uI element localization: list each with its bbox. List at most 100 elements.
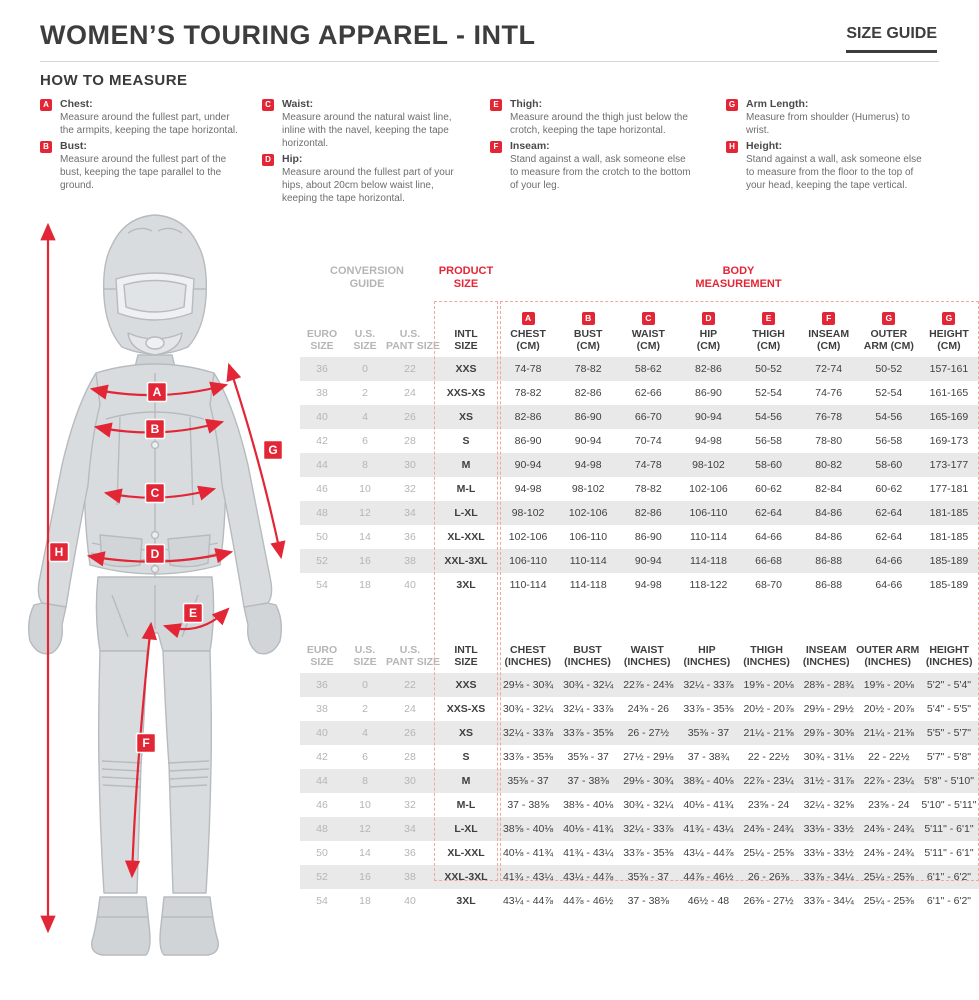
column-header-line: (CM) — [756, 340, 781, 353]
table-cell: 33⅞ - 35⅜ — [502, 751, 554, 763]
table-cell: 84-86 — [815, 531, 843, 543]
table-cell: 86-90 — [695, 387, 722, 399]
table-cell: 66-70 — [634, 411, 662, 423]
column-header-line: OUTER ARM — [856, 643, 920, 656]
table-cell: 90-94 — [574, 435, 602, 447]
table-cell: 5'7" - 5'8" — [926, 751, 972, 763]
svg-text:A: A — [153, 385, 162, 399]
cm-size-table: EURO SIZE U.S. SIZE U.S. PANT SIZE INTL SIZE A CH… — [300, 301, 979, 597]
table-cell: 35⅜ - 37 — [507, 775, 549, 787]
table-cell: 33⅞ - 35⅝ — [563, 727, 614, 739]
column-header: U.S. SIZE — [344, 328, 386, 353]
table-cell: 66-68 — [755, 555, 782, 567]
table-cell: XXL-3XL — [444, 871, 488, 883]
table-cell: 2 — [362, 387, 368, 399]
table-cell: 38 — [316, 703, 328, 715]
figure-badge-d: D — [144, 543, 166, 565]
column-header-line: (CM) — [817, 340, 841, 353]
table-cell: 82-86 — [574, 387, 602, 399]
measure-item-name: Waist: — [282, 98, 314, 110]
column-letter-badge: G — [882, 311, 896, 325]
table-cell: 27½ - 29⅛ — [623, 751, 674, 763]
table-cell: 34 — [404, 507, 416, 519]
column-header: U.S. SIZE — [344, 644, 386, 669]
table-cell: 90-94 — [634, 555, 662, 567]
table-cell: 30 — [404, 775, 416, 787]
table-cell: 40 — [316, 727, 328, 739]
table-cell: 25¼ - 25⅝ — [743, 847, 794, 859]
table-cell: XXL-3XL — [444, 555, 488, 567]
table-cell: 26 — [404, 411, 416, 423]
measure-item-text: Measure around the natural waist line, i… — [282, 112, 452, 150]
table-cell: 48 — [316, 507, 328, 519]
table-cell: 37 - 38⅜ — [627, 895, 670, 907]
size-guide-label: SIZE GUIDE — [846, 25, 937, 53]
table-cell: 110-114 — [569, 555, 607, 567]
table-cell: 12 — [359, 507, 371, 519]
table-row: 40 4 26 XS 82-86 86-90 66-70 90-94 54-56 76-78 54-… — [300, 405, 979, 429]
column-letter-badge: E — [762, 311, 776, 325]
table-cell: 43¼ - 44⅞ — [683, 847, 734, 859]
table-cell: 22 - 22½ — [868, 751, 910, 763]
table-cell: 18 — [359, 579, 371, 591]
measure-column: G Arm Length: Measure from shoulder (Humer… — [726, 98, 945, 208]
table-cell: 10 — [359, 483, 371, 495]
column-header-line: (CM) — [696, 340, 721, 353]
measure-item-name: Arm Length: — [746, 98, 809, 110]
table-cell: 94-98 — [514, 483, 542, 495]
table-cell: 25¼ - 25⅜ — [863, 895, 914, 907]
measure-item-text: Measure around the fullest part, under t… — [60, 112, 238, 137]
svg-text:D: D — [151, 547, 160, 561]
table-cell: 181-185 — [929, 507, 969, 519]
table-cell: 23⅝ - 24 — [747, 799, 790, 811]
table-cell: XXS — [455, 363, 477, 375]
thigh-arrow — [162, 607, 230, 638]
table-cell: 37 - 38⅝ — [507, 799, 549, 811]
column-header-line: HIP — [698, 643, 716, 656]
table-row: 54 18 40 3XL 43¼ - 44⅞ 44⅞ - 46½ 37 - 38⅜ 46½ -… — [300, 889, 979, 913]
table-cell: 43¼ - 44⅞ — [502, 895, 554, 907]
column-header-line: CHEST — [510, 327, 546, 340]
table-cell: 62-64 — [755, 507, 782, 519]
table-row: 40 4 26 XS 32¼ - 33⅞ 33⅞ - 35⅝ 26 - 27½ 35⅜ - 3… — [300, 721, 979, 745]
column-header-line: INSEAM — [808, 327, 850, 340]
table-cell: 6'1" - 6'2" — [926, 895, 972, 907]
header-divider — [40, 61, 939, 62]
table-cell: 46 — [316, 799, 328, 811]
body-art — [27, 214, 283, 956]
column-header: C WAIST (CM) — [618, 311, 678, 353]
measure-item: D Hip: Measure around the fullest part of … — [262, 153, 490, 207]
table-cell: 44 — [316, 459, 328, 471]
table-cell: 64-66 — [875, 579, 903, 591]
table-cell: XL-XXL — [447, 531, 485, 543]
measure-column: E Thigh: Measure around the thigh just bel… — [490, 98, 726, 208]
measure-item-body: Hip: Measure around the fullest part of y… — [282, 153, 467, 207]
table-cell: 35⅜ - 37 — [627, 871, 670, 883]
table-row: 54 18 40 3XL 110-114 114-118 94-98 118-122 68-70… — [300, 573, 979, 597]
helmet — [102, 214, 208, 356]
body-measurement-header: BODY MEASUREMENT — [695, 265, 782, 291]
table-cell: 169-173 — [929, 435, 969, 447]
table-cell: 20½ - 20⅞ — [863, 703, 914, 715]
table-cell: 54-56 — [755, 411, 782, 423]
table-cell: 52 — [316, 871, 328, 883]
column-header-line: (INCHES) — [925, 656, 973, 669]
table-cell: 118-122 — [689, 579, 728, 591]
table-cell: 62-64 — [875, 507, 903, 519]
table-cell: 165-169 — [929, 411, 969, 423]
table-cell: 82-86 — [695, 363, 722, 375]
figure-badge-e: E — [182, 602, 204, 624]
measure-item-body: Height: Stand against a wall, ask someone… — [746, 140, 931, 194]
table-cell: 50 — [316, 531, 328, 543]
column-header: THIGH (INCHES) — [737, 644, 797, 669]
measure-item-body: Bust: Measure around the fullest part of … — [60, 140, 245, 194]
table-cell: 4 — [362, 727, 368, 739]
table-cell: 52 — [316, 555, 328, 567]
table-row: 48 12 34 L-XL 38⅝ - 40⅛ 40⅛ - 41¾ 32¼ - 33⅞ 41¾… — [300, 817, 979, 841]
column-header: INSEAM (INCHES) — [796, 644, 856, 669]
table-cell: 56-58 — [875, 435, 903, 447]
page-title: WOMEN’S TOURING APPAREL - INTL — [40, 20, 536, 50]
table-cell: 20½ - 20⅞ — [743, 703, 794, 715]
table-cell: 44⅞ - 46½ — [563, 895, 614, 907]
